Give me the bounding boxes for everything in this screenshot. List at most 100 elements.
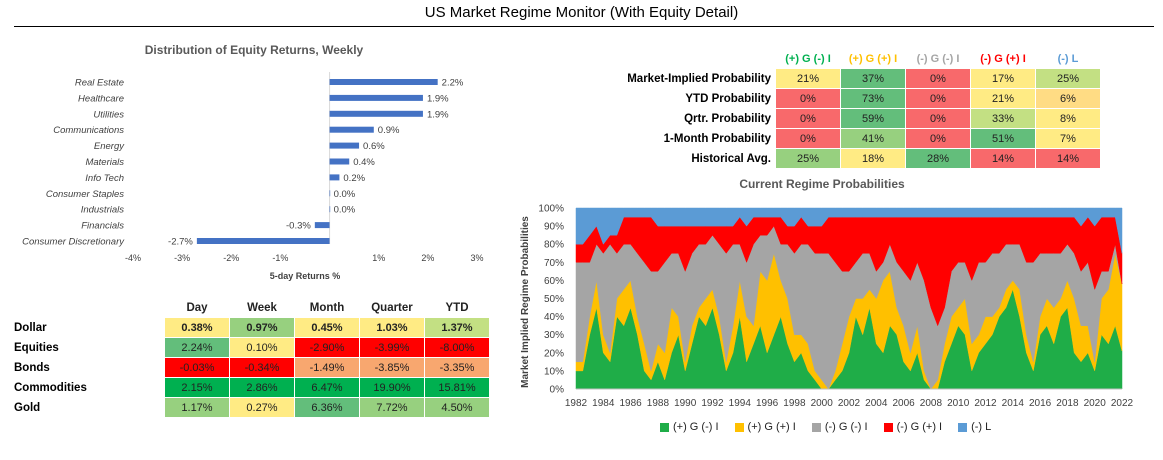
returns-table-row: Dollar 0.38% 0.97% 0.45% 1.03% 1.37% bbox=[14, 317, 490, 338]
bar-xtick-label: -3% bbox=[174, 253, 190, 263]
legend-swatch bbox=[883, 422, 893, 432]
area-ytick-label: 10% bbox=[544, 366, 564, 377]
area-xtick-label: 2008 bbox=[920, 398, 943, 409]
bar-value-label: 1.9% bbox=[427, 93, 449, 104]
regime-cell: 17% bbox=[970, 68, 1036, 89]
legend-swatch bbox=[734, 422, 744, 432]
legend-label: (+) G (-) I bbox=[673, 421, 719, 433]
regime-column-header: (-) L bbox=[1057, 52, 1079, 65]
title-divider bbox=[14, 26, 1154, 27]
bar bbox=[329, 126, 374, 133]
regime-row-label: Qrtr. Probability bbox=[684, 112, 771, 125]
regime-cell: 0% bbox=[905, 108, 971, 129]
regime-cell: 0% bbox=[905, 68, 971, 89]
returns-column-header: Day bbox=[186, 301, 208, 314]
returns-column-header: Month bbox=[309, 301, 345, 314]
regime-cell: 18% bbox=[840, 148, 906, 169]
area-ytick-label: 40% bbox=[544, 312, 564, 323]
regime-probabilities-area-chart: Current Regime Probabilities Market Impl… bbox=[520, 177, 1134, 409]
returns-cell: 6.47% bbox=[294, 377, 360, 398]
returns-row-label: Equities bbox=[14, 341, 59, 354]
area-xtick-label: 1984 bbox=[592, 398, 615, 409]
returns-row-label: Bonds bbox=[14, 361, 50, 374]
legend-swatch bbox=[660, 422, 669, 432]
area-xtick-label: 2010 bbox=[947, 398, 970, 409]
area-chart-legend: (+) G (-) I (+) G (+) I (-) G (-) I (-) G (… bbox=[660, 421, 991, 433]
bar bbox=[329, 206, 331, 213]
regime-cell: 73% bbox=[840, 88, 906, 109]
returns-cell: 6.36% bbox=[294, 397, 360, 418]
area-xtick-label: 2004 bbox=[865, 398, 888, 409]
regime-cell: 0% bbox=[775, 88, 841, 109]
area-xtick-label: 1992 bbox=[701, 398, 724, 409]
area-xtick-label: 2022 bbox=[1111, 398, 1134, 409]
area-ytick-label: 60% bbox=[544, 276, 564, 287]
regime-cell: 7% bbox=[1035, 128, 1101, 149]
returns-cell: 1.37% bbox=[424, 317, 490, 338]
regime-cell: 0% bbox=[775, 128, 841, 149]
regime-cell: 14% bbox=[970, 148, 1036, 169]
returns-table-row: Equities 2.24% 0.10% -2.90% -3.99% -8.00% bbox=[14, 337, 490, 358]
regime-column-header: (+) G (+) I bbox=[848, 52, 898, 65]
bar-xtick-label: -4% bbox=[125, 253, 141, 263]
area-xtick-label: 1998 bbox=[783, 398, 806, 409]
page-title: US Market Regime Monitor (With Equity De… bbox=[424, 4, 739, 21]
regime-cell: 6% bbox=[1035, 88, 1101, 109]
equity-returns-bar-chart: Distribution of Equity Returns, Weekly R… bbox=[22, 43, 483, 281]
bar-category-label: Materials bbox=[85, 157, 124, 168]
area-chart-ylabel: Market Implied Regime Probabilities bbox=[520, 216, 531, 388]
legend-item: (+) G (+) I bbox=[734, 421, 796, 433]
bar-category-label: Financials bbox=[81, 221, 124, 232]
area-xtick-label: 2016 bbox=[1029, 398, 1052, 409]
regime-table-row: Historical Avg. 25% 18% 28% 14% 14% bbox=[611, 148, 1101, 169]
regime-cell: 21% bbox=[775, 68, 841, 89]
area-ytick-label: 100% bbox=[538, 204, 564, 215]
returns-column-header: Week bbox=[247, 301, 277, 314]
bar-category-label: Industrials bbox=[81, 205, 125, 216]
returns-cell: 4.50% bbox=[424, 397, 490, 418]
bar-xtick-label: 1% bbox=[372, 253, 385, 263]
regime-probability-table: (+) G (-) I (+) G (+) I (-) G (-) I (-) G (… bbox=[611, 49, 1101, 169]
bar-value-label: 1.9% bbox=[427, 109, 449, 120]
regime-cell: 0% bbox=[905, 88, 971, 109]
area-chart-title: Current Regime Probabilities bbox=[739, 177, 905, 191]
bar-value-label: 0.6% bbox=[363, 141, 385, 152]
bar-value-label: 0.4% bbox=[353, 157, 375, 168]
regime-cell: 25% bbox=[1035, 68, 1101, 89]
bar bbox=[329, 190, 331, 197]
regime-table-row: 1-Month Probability 0% 41% 0% 51% 7% bbox=[611, 128, 1101, 149]
area-xtick-label: 2018 bbox=[1056, 398, 1079, 409]
regime-table-corner bbox=[611, 49, 776, 69]
returns-cell: -3.85% bbox=[359, 357, 425, 378]
returns-table-row: Gold 1.17% 0.27% 6.36% 7.72% 4.50% bbox=[14, 397, 490, 418]
regime-cell: 51% bbox=[970, 128, 1036, 149]
area-ytick-label: 50% bbox=[544, 294, 564, 305]
returns-cell: 1.03% bbox=[359, 317, 425, 338]
bar bbox=[329, 94, 423, 101]
bar-xtick-label: -1% bbox=[272, 253, 288, 263]
area-xtick-label: 2006 bbox=[892, 398, 915, 409]
area-xtick-label: 2020 bbox=[1084, 398, 1107, 409]
bar-value-label: 2.2% bbox=[442, 78, 464, 89]
area-xtick-label: 2000 bbox=[811, 398, 834, 409]
returns-cell: 2.24% bbox=[164, 337, 230, 358]
area-ytick-label: 0% bbox=[550, 385, 565, 396]
bar bbox=[329, 158, 350, 165]
regime-cell: 21% bbox=[970, 88, 1036, 109]
returns-cell: -3.35% bbox=[424, 357, 490, 378]
area-xtick-label: 1988 bbox=[647, 398, 670, 409]
bar-xtick-label: 3% bbox=[470, 253, 483, 263]
returns-cell: 7.72% bbox=[359, 397, 425, 418]
bar-chart-title: Distribution of Equity Returns, Weekly bbox=[145, 43, 364, 57]
regime-cell: 25% bbox=[775, 148, 841, 169]
area-xtick-label: 1982 bbox=[565, 398, 588, 409]
area-xtick-label: 1986 bbox=[619, 398, 642, 409]
bar-category-label: Consumer Staples bbox=[46, 189, 124, 200]
returns-cell: 0.10% bbox=[229, 337, 295, 358]
returns-cell: -3.99% bbox=[359, 337, 425, 358]
returns-cell: 15.81% bbox=[424, 377, 490, 398]
bar-category-label: Healthcare bbox=[78, 93, 124, 104]
regime-cell: 14% bbox=[1035, 148, 1101, 169]
returns-cell: 2.15% bbox=[164, 377, 230, 398]
returns-cell: -2.90% bbox=[294, 337, 360, 358]
